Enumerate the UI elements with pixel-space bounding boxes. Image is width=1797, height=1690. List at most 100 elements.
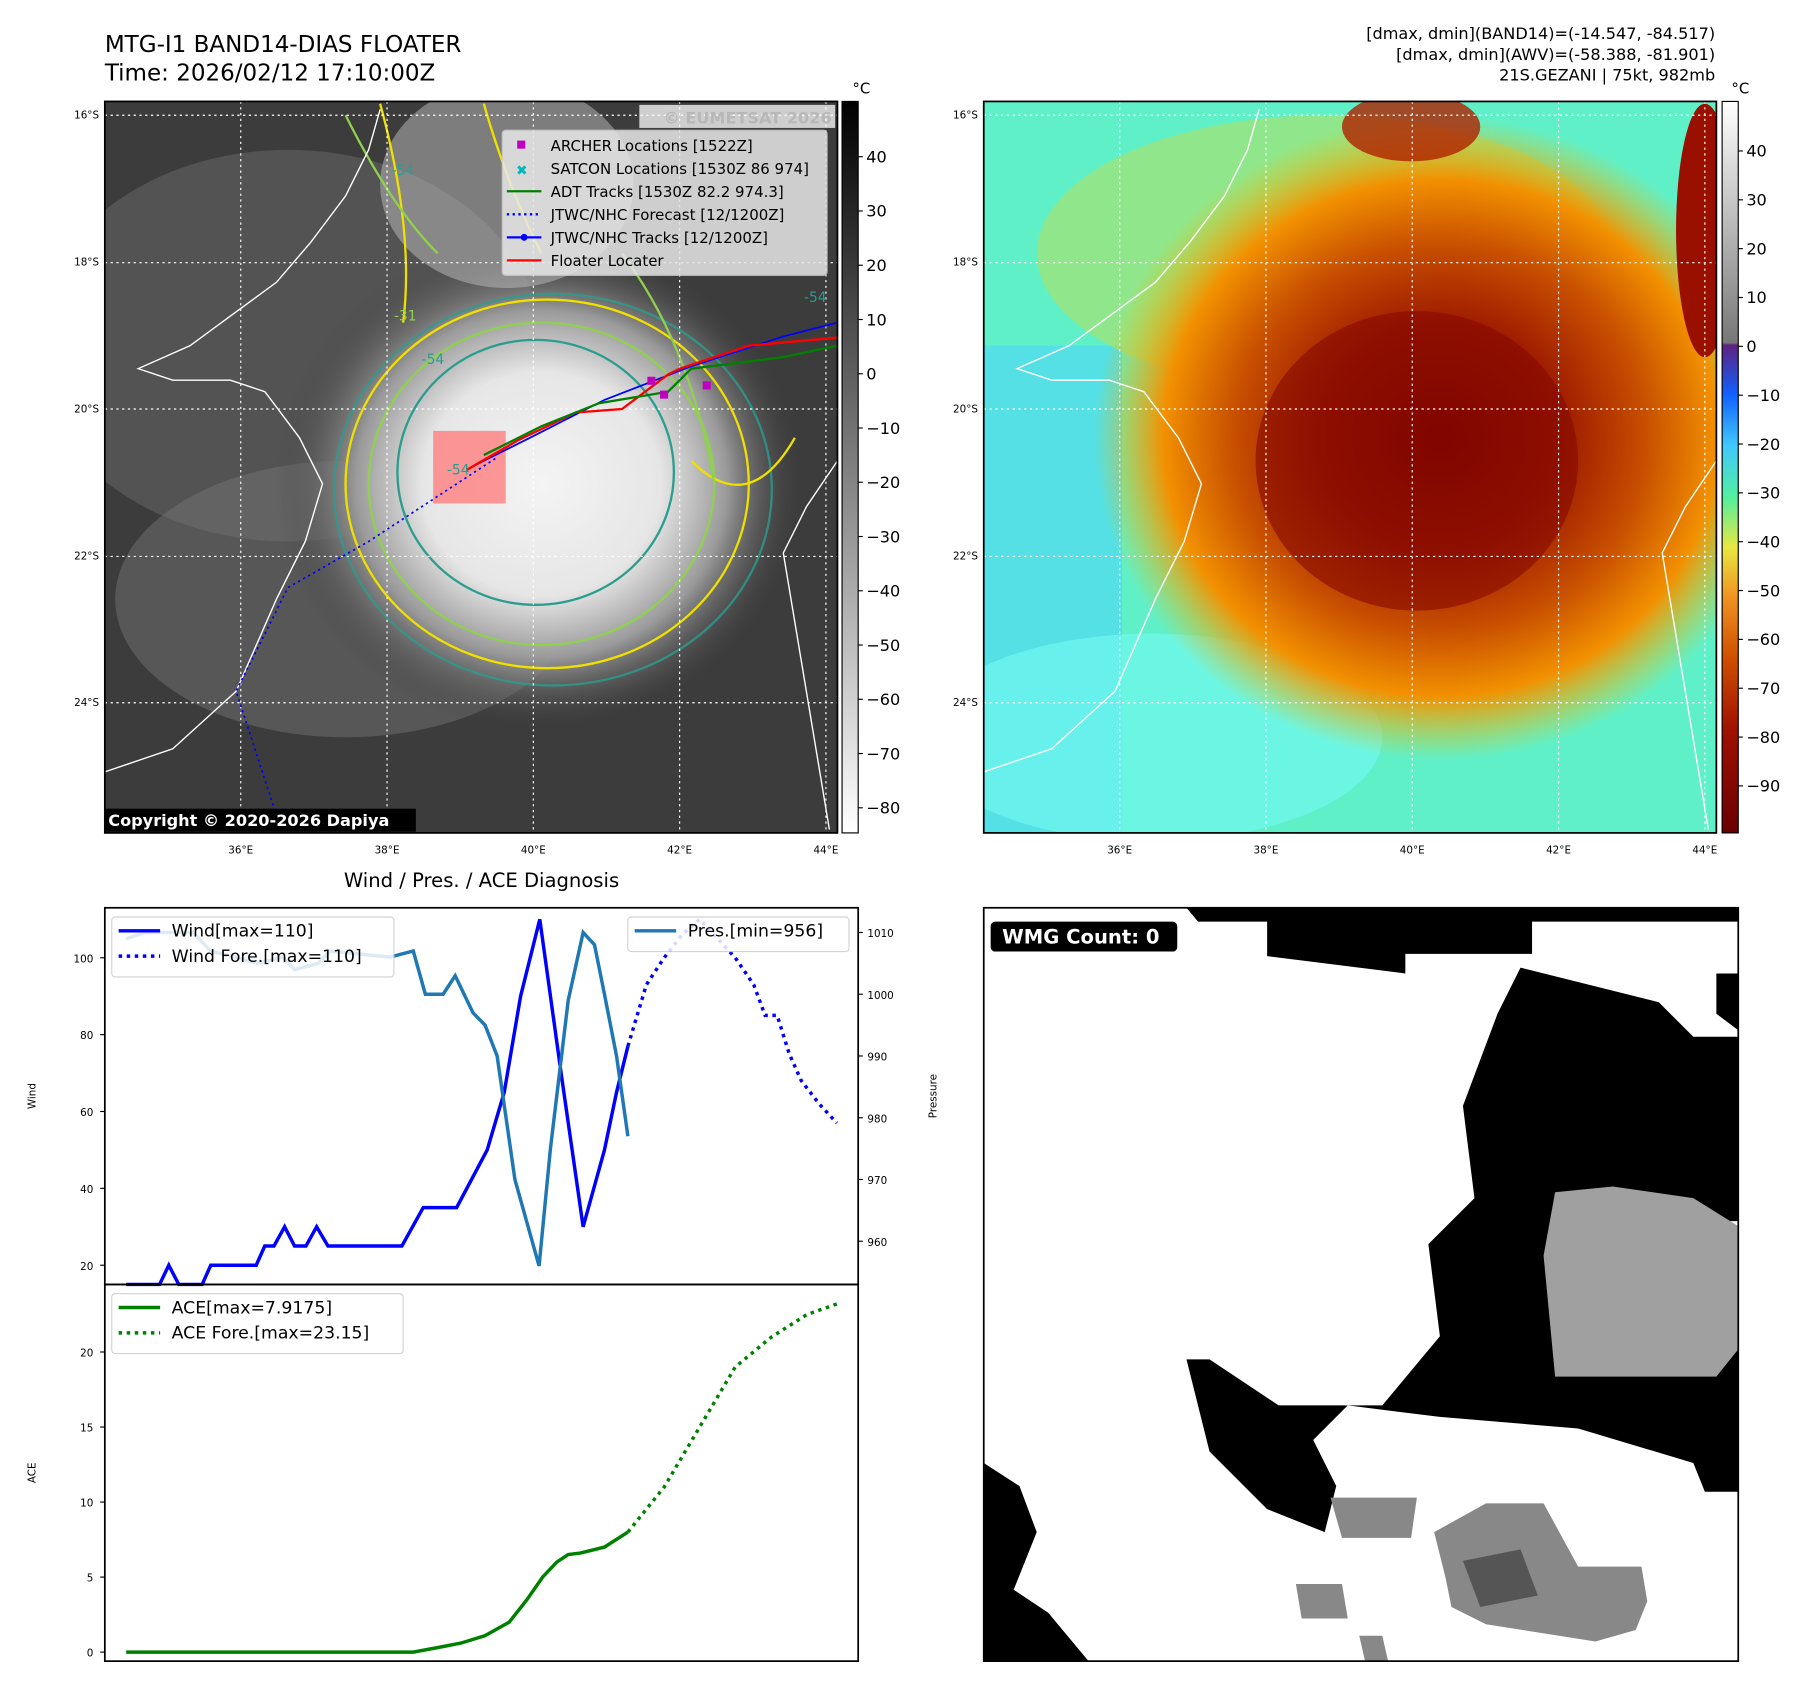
- figure-time: Time: 2026/02/12 17:10:00Z: [104, 61, 436, 87]
- lat-label: 16°S: [74, 110, 99, 122]
- legend-satcon: SATCON Locations [1530Z 86 974]: [551, 160, 809, 178]
- ace-chart: 0 5 10 15 20 ACE ACE[max=7.9175] ACE Fore.[max=…: [27, 1293, 838, 1660]
- lat-label: 20°S: [74, 403, 99, 415]
- y2-tick-label: 960: [867, 1237, 887, 1249]
- series-line-wind-fore-: [626, 916, 839, 1125]
- colorbar-tick-label: −10: [866, 419, 900, 438]
- colorbar-tick-label: −40: [866, 582, 900, 601]
- series-line-ace-fore-: [626, 1302, 838, 1534]
- y2-tick-label: 1000: [867, 990, 893, 1002]
- ir-colorbar: [841, 100, 859, 834]
- contour-label: -54: [447, 463, 470, 479]
- colorbar-tick-label: −70: [1746, 679, 1780, 698]
- legend-floater: Floater Locater: [551, 252, 665, 270]
- lat-label: 16°S: [953, 110, 978, 122]
- lat-label: 24°S: [74, 697, 99, 709]
- colorbar-tick-label: −30: [1746, 484, 1780, 503]
- lon-label: 38°E: [375, 845, 400, 857]
- y2-tick-label: 970: [867, 1175, 887, 1187]
- y-tick-label: 80: [80, 1030, 93, 1042]
- wv-colorbar: [1721, 100, 1739, 834]
- archer-legend-icon: [517, 140, 526, 149]
- colorbar-tick-label: 20: [866, 256, 887, 275]
- stats-awv: [dmax, dmin](AWV)=(-58.388, -81.901): [1396, 45, 1715, 64]
- lon-label: 38°E: [1254, 845, 1279, 857]
- floater-track: [465, 336, 838, 472]
- legend-label: Wind Fore.[max=110]: [172, 947, 362, 967]
- y-tick-label: 20: [80, 1261, 93, 1273]
- legend-label: Wind[max=110]: [172, 922, 314, 942]
- y-tick-label: 100: [74, 953, 94, 965]
- series-line-pres-: [125, 928, 630, 1267]
- y-axis-label: Wind: [27, 1083, 39, 1109]
- watermark-bg: [639, 104, 836, 128]
- colorbar-tick-label: −20: [866, 473, 900, 492]
- series-line-ace: [126, 1530, 629, 1654]
- legend-forecast: JTWC/NHC Forecast [12/1200Z]: [550, 206, 785, 224]
- colorbar-tick-label: 0: [866, 365, 876, 384]
- legend-box: [111, 1293, 404, 1355]
- y2-axis-label: Pressure: [928, 1074, 940, 1118]
- colorbar-tick-label: 10: [1746, 288, 1767, 307]
- colorbar-tick-label: 0: [1746, 337, 1756, 356]
- lon-label: 44°E: [813, 845, 838, 857]
- coastline: [104, 109, 381, 773]
- y-tick-label: 0: [87, 1648, 94, 1660]
- contour-labels: -54 -31 -54 -54 -54: [392, 163, 827, 479]
- y-tick-label: 10: [80, 1498, 93, 1510]
- contour-label: -54: [422, 352, 445, 368]
- lon-label: 36°E: [1107, 845, 1132, 857]
- stats-band14: [dmax, dmin](BAND14)=(-14.547, -84.517): [1366, 24, 1715, 43]
- legend-label: Pres.[min=956]: [688, 922, 823, 942]
- y-tick-label: 60: [80, 1107, 93, 1119]
- colorbar-tick-label: −40: [1746, 532, 1780, 551]
- forecast-track: [235, 457, 496, 833]
- colorbar-tick-label: −50: [1746, 581, 1780, 600]
- colorbar-tick-label: −80: [1746, 728, 1780, 747]
- colorbar-tick-label: −20: [1746, 435, 1780, 454]
- wmg-panel[interactable]: [983, 907, 1740, 1662]
- colorbar-tick-label: −90: [1746, 777, 1780, 796]
- legend-box: [111, 916, 395, 978]
- ir-colorbar-unit: °C: [852, 79, 870, 97]
- lon-label: 40°E: [521, 845, 546, 857]
- y2-tick-label: 980: [867, 1113, 887, 1125]
- wmg-count-bg: [990, 921, 1178, 952]
- wv-map-panel[interactable]: [922, 92, 1786, 841]
- ir-legend: ✖ ARCHER Locations [1522Z] SATCON Locati…: [501, 129, 828, 276]
- legend-label: ACE[max=7.9175]: [172, 1298, 332, 1318]
- lat-label: 20°S: [953, 403, 978, 415]
- y-tick-label: 20: [80, 1348, 93, 1360]
- satcon-legend-icon: ✖: [516, 163, 528, 179]
- lat-label: 22°S: [953, 550, 978, 562]
- colorbar-tick-label: 40: [866, 147, 887, 166]
- y-tick-label: 5: [87, 1573, 94, 1585]
- colorbar-tick-label: 10: [866, 310, 887, 329]
- y-tick-label: 15: [80, 1423, 93, 1435]
- legend-archer: ARCHER Locations [1522Z]: [551, 137, 753, 155]
- watermark: © EUMETSAT 2026: [664, 108, 832, 127]
- lat-label: 24°S: [953, 697, 978, 709]
- colorbar-tick-label: −60: [866, 690, 900, 709]
- y-tick-label: 40: [80, 1184, 93, 1196]
- wv-colorbar-unit: °C: [1731, 79, 1749, 97]
- series-line-wind: [126, 918, 630, 1287]
- chart-title: Wind / Pres. / ACE Diagnosis: [344, 869, 619, 892]
- legend-adt: ADT Tracks [1530Z 82.2 974.3]: [551, 183, 784, 201]
- legend-box: [627, 916, 850, 953]
- y2-tick-label: 990: [867, 1052, 887, 1064]
- y-axis-label: ACE: [27, 1462, 39, 1483]
- colorbar-tick-label: −50: [866, 636, 900, 655]
- legend-label: ACE Fore.[max=23.15]: [172, 1324, 370, 1344]
- archer-markers: [647, 376, 711, 399]
- colorbar-tick-label: −80: [866, 799, 900, 818]
- lon-label: 36°E: [228, 845, 253, 857]
- contour-label: -54: [804, 290, 827, 306]
- lon-label: 42°E: [1546, 845, 1571, 857]
- wmg-count: WMG Count: 0: [1002, 925, 1159, 948]
- colorbar-tick-label: −60: [1746, 630, 1780, 649]
- coastline-madagascar: [782, 460, 838, 830]
- copyright-bg: [104, 808, 416, 832]
- colorbar-tick-label: 20: [1746, 239, 1767, 258]
